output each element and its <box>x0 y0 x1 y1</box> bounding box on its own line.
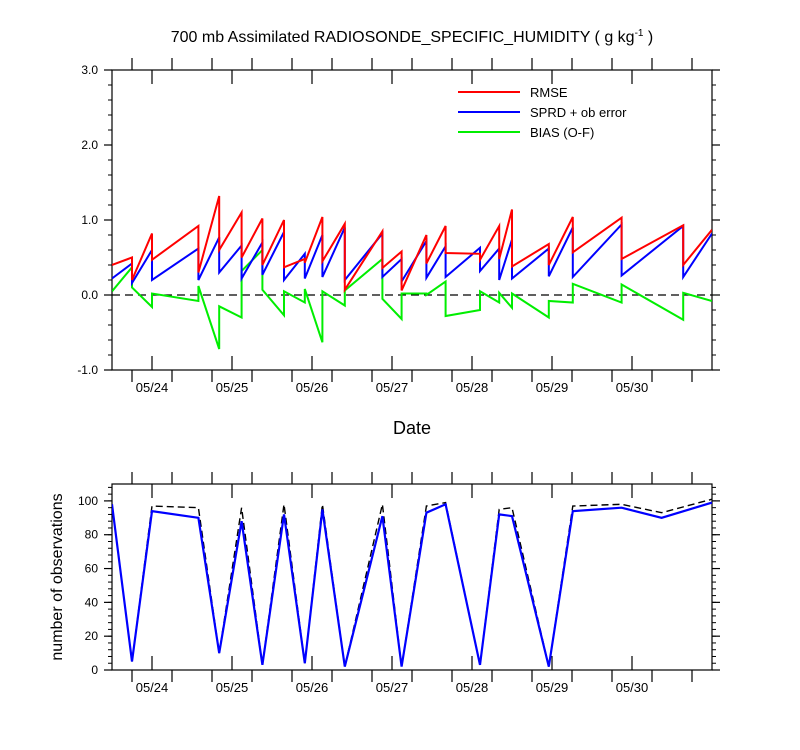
panel2-xtick-label: 05/27 <box>376 680 409 695</box>
series-observations-used-line <box>112 501 712 667</box>
panel1-series <box>112 195 712 350</box>
x-axis-label: Date <box>393 418 431 438</box>
panel1-labels: 05/24 05/25 05/26 05/27 05/28 05/29 05/30 -1.0 0… <box>77 63 648 395</box>
panel2-ytick-label: 60 <box>85 562 99 576</box>
panel1-ytick-label: 1.0 <box>81 213 98 227</box>
series-rmse-line <box>112 195 712 294</box>
chart-title-exponent: -1 <box>635 28 644 39</box>
y-axis-label-observations: number of observations <box>49 493 66 660</box>
chart-title: 700 mb Assimilated RADIOSONDE_SPECIFIC_H… <box>171 28 654 46</box>
panel2-series <box>112 498 712 667</box>
series-bias-line <box>112 247 712 350</box>
panel1-xtick-label: 05/30 <box>616 380 649 395</box>
panel1-xtick-label: 05/27 <box>376 380 409 395</box>
panel1-ytick-label: -1.0 <box>77 363 98 377</box>
panel2-ytick-label: 80 <box>85 528 99 542</box>
series-observations-possible-line <box>112 498 712 667</box>
panel2-xtick-label: 05/24 <box>136 680 169 695</box>
panel2-xtick-label: 05/26 <box>296 680 329 695</box>
legend-label-sprd: SPRD + ob error <box>530 105 627 120</box>
panel1-xtick-label: 05/25 <box>216 380 249 395</box>
panel1-ytick-label: 3.0 <box>81 63 98 77</box>
panel1-xtick-label: 05/26 <box>296 380 329 395</box>
panel2-ytick-label: 20 <box>85 629 99 643</box>
legend-label-rmse: RMSE <box>530 85 568 100</box>
panel1-ytick-label: 0.0 <box>81 288 98 302</box>
chart-title-main: 700 mb Assimilated RADIOSONDE_SPECIFIC_H… <box>171 29 635 46</box>
panel1-ticks <box>104 58 720 382</box>
panel1-xtick-label: 05/28 <box>456 380 489 395</box>
panel2-ticks <box>104 472 720 682</box>
panel2-ytick-label: 40 <box>85 595 99 609</box>
panel2-labels: 05/24 05/25 05/26 05/27 05/28 05/29 05/30 0 20 40… <box>78 494 648 695</box>
legend-label-bias: BIAS (O-F) <box>530 125 594 140</box>
panel2-xtick-label: 05/29 <box>536 680 569 695</box>
legend: RMSE SPRD + ob error BIAS (O-F) <box>458 85 627 140</box>
chart-title-close: ) <box>643 29 653 46</box>
panel1-ytick-label: 2.0 <box>81 138 98 152</box>
panel2-ytick-label: 100 <box>78 494 98 508</box>
panel2-ytick-label: 0 <box>91 663 98 677</box>
panel2-xtick-label: 05/28 <box>456 680 489 695</box>
panel2-frame <box>111 483 713 671</box>
panel1-xtick-label: 05/29 <box>536 380 569 395</box>
panel2-xtick-label: 05/30 <box>616 680 649 695</box>
panel2-xtick-label: 05/25 <box>216 680 249 695</box>
panel1-xtick-label: 05/24 <box>136 380 169 395</box>
